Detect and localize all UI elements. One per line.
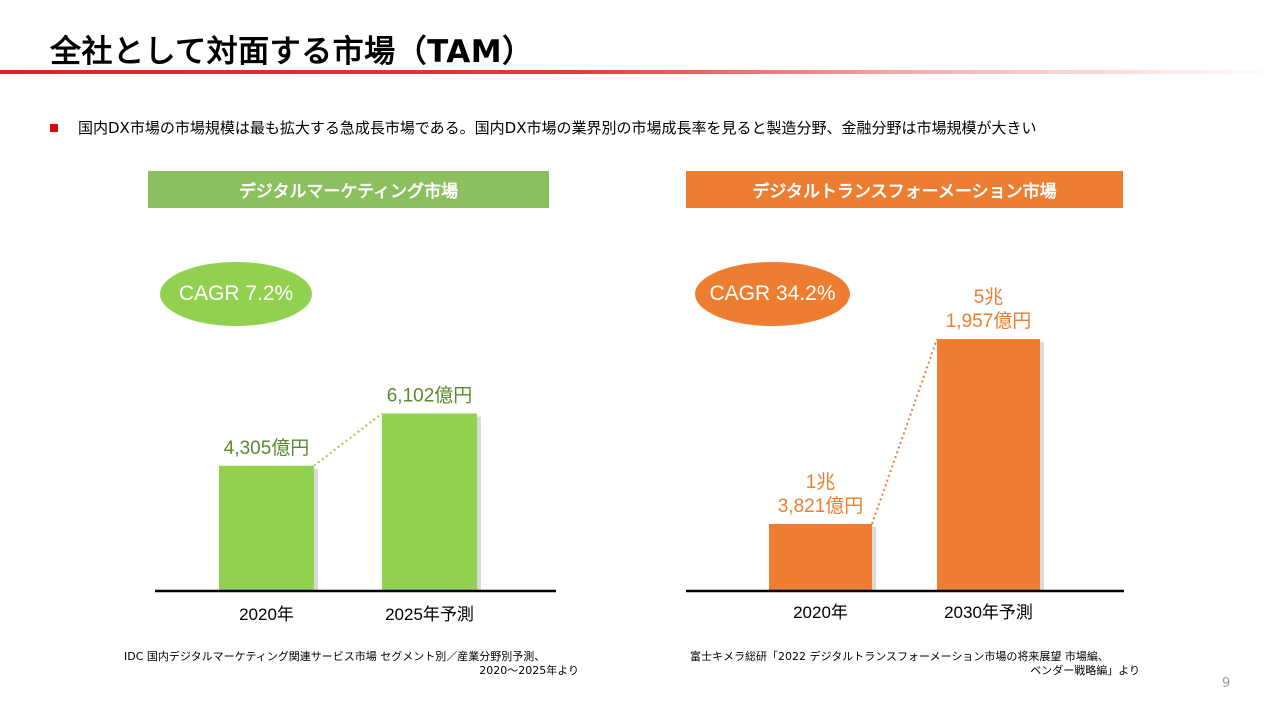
bar-data-label: 1,957億円 [946,310,1032,332]
source-line: IDC 国内デジタルマーケティング関連サービス市場 セグメント別／産業分野別予測… [124,650,546,663]
dx-source-note: 富士キメラ総研「2022 デジタルトランスフォーメーション市場の将来展望 市場編… [690,650,1140,678]
bar [219,465,314,591]
growth-connector [313,412,383,467]
title-underline [0,70,1280,74]
bar-data-label: 6,102億円 [387,384,473,406]
source-line: 富士キメラ総研「2022 デジタルトランスフォーメーション市場の将来展望 市場編… [690,650,1109,663]
marketing-bar-chart: 4,305億円 2020年 6,102億円 2025年予測 [155,384,556,624]
bullet-square-icon [50,124,58,132]
category-tick-label: 2020年 [793,603,848,622]
bar [937,339,1040,591]
category-tick-label: 2025年予測 [385,605,474,624]
dx-market-header: デジタルトランスフォーメーション市場 [686,171,1123,208]
source-line: 2020～2025年より [479,664,579,677]
page-title: 全社として対面する市場（TAM） [50,34,534,70]
bar [382,413,477,591]
page-number: 9 [1222,676,1231,691]
category-tick-label: 2030年予測 [944,603,1033,622]
marketing-market-header: デジタルマーケティング市場 [148,171,549,208]
summary-text: 国内DX市場の市場規模は最も拡大する急成長市場である。国内DX市場の業界別の市場… [78,119,1037,137]
source-line: ベンダー戦略編」より [1030,664,1140,677]
dx-bar-chart: 1兆3,821億円 2020年 5兆1,957億円 2030年予測 [686,286,1124,622]
dx-cagr-badge: CAGR 34.2% [695,262,850,326]
bar-data-label: 4,305億円 [224,437,310,459]
bar-data-label: 3,821億円 [778,495,864,517]
bar-data-label: 1兆 [806,471,836,493]
category-tick-label: 2020年 [239,605,294,624]
bar-data-label: 5兆 [974,286,1004,308]
marketing-cagr-badge: CAGR 7.2% [160,262,312,326]
marketing-source-note: IDC 国内デジタルマーケティング関連サービス市場 セグメント別／産業分野別予測… [124,650,579,678]
bar [769,523,872,591]
growth-connector [871,338,938,525]
